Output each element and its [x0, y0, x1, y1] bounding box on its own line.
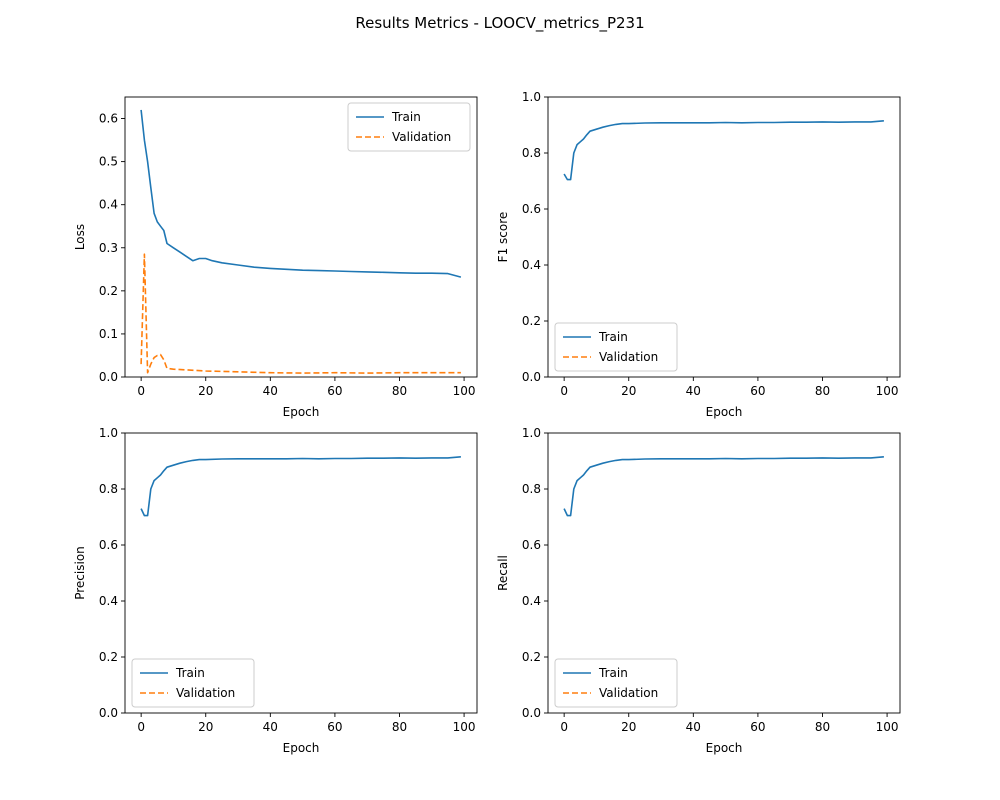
y-tick-label: 1.0	[522, 426, 541, 440]
legend: Train Validation	[554, 658, 678, 708]
y-axis-label: Precision	[73, 546, 87, 600]
x-tick-label: 0	[137, 384, 145, 398]
y-tick-label: 0.4	[99, 198, 118, 212]
x-axis-label: Epoch	[706, 405, 743, 419]
y-axis-label: Recall	[496, 555, 510, 591]
subplot-f1-score: 0 20 40 60 80 100 0.0 0.2 0.4 0.6 0.8 1.0 Epoch F1 sc…	[496, 90, 901, 419]
figure-title: Results Metrics - LOOCV_metrics_P231	[355, 14, 644, 33]
legend-box	[131, 658, 255, 708]
series-line-train	[563, 120, 884, 181]
x-tick-label: 40	[263, 384, 278, 398]
legend-entry-validation: Validation	[599, 686, 658, 700]
x-tick-label: 100	[876, 384, 899, 398]
subplot-loss: 0 20 40 60 80 100 0.0 0.1 0.2 0.3 0.4 0.5 0.6 Epoch Lo…	[73, 96, 478, 419]
y-tick-label: 0.1	[99, 327, 118, 341]
plot-frame	[547, 432, 901, 714]
y-tick-label: 1.0	[522, 90, 541, 104]
y-tick-label: 0.6	[99, 112, 118, 126]
y-tick-label: 0.6	[522, 202, 541, 216]
x-tick-label: 60	[750, 384, 765, 398]
y-tick-label: 0.6	[522, 538, 541, 552]
y-tick-label: 0.2	[522, 314, 541, 328]
series-line-train	[563, 456, 884, 517]
y-tick-label: 0.4	[99, 594, 118, 608]
subplot-grid: 0 20 40 60 80 100 0.0 0.1 0.2 0.3 0.4 0.5 0.6 Epoch Lo…	[73, 90, 901, 755]
x-tick-label: 100	[453, 384, 476, 398]
x-tick-label: 40	[263, 720, 278, 734]
subplot-precision: 0 20 40 60 80 100 0.0 0.2 0.4 0.6 0.8 1.0 Epoch Preci…	[73, 426, 478, 755]
x-tick-label: 20	[198, 384, 213, 398]
x-tick-label: 80	[392, 720, 407, 734]
x-axis-label: Epoch	[706, 741, 743, 755]
legend: Train Validation	[347, 102, 471, 152]
series-line-validation	[140, 253, 461, 374]
legend-entry-train: Train	[391, 110, 421, 124]
x-tick-label: 100	[453, 720, 476, 734]
y-axis-label: F1 score	[496, 212, 510, 263]
x-tick-label: 0	[560, 384, 568, 398]
y-tick-label: 0.0	[522, 706, 541, 720]
y-tick-label: 0.3	[99, 241, 118, 255]
legend-entry-train: Train	[598, 330, 628, 344]
x-axis-label: Epoch	[283, 405, 320, 419]
x-tick-label: 20	[621, 384, 636, 398]
y-tick-label: 1.0	[99, 426, 118, 440]
x-tick-label: 80	[815, 384, 830, 398]
legend: Train Validation	[554, 322, 678, 372]
x-tick-label: 60	[327, 720, 342, 734]
y-tick-label: 0.6	[99, 538, 118, 552]
x-tick-label: 60	[327, 384, 342, 398]
subplot-recall: 0 20 40 60 80 100 0.0 0.2 0.4 0.6 0.8 1.0 Epoch Recal…	[496, 426, 901, 755]
series-line-train	[140, 109, 462, 278]
y-tick-label: 0.5	[99, 155, 118, 169]
legend-entry-validation: Validation	[392, 130, 451, 144]
legend-box	[554, 322, 678, 372]
y-tick-label: 0.8	[522, 482, 541, 496]
x-tick-label: 40	[686, 720, 701, 734]
y-tick-label: 0.8	[99, 482, 118, 496]
x-tick-label: 80	[392, 384, 407, 398]
x-tick-label: 100	[876, 720, 899, 734]
y-tick-label: 0.0	[99, 706, 118, 720]
y-tick-label: 0.4	[522, 594, 541, 608]
y-tick-label: 0.0	[99, 370, 118, 384]
plot-frame	[124, 96, 478, 378]
x-axis-label: Epoch	[283, 741, 320, 755]
legend-entry-train: Train	[175, 666, 205, 680]
series-line-train	[140, 456, 461, 517]
legend-box	[347, 102, 471, 152]
legend: Train Validation	[131, 658, 255, 708]
y-tick-label: 0.2	[99, 650, 118, 664]
x-tick-label: 80	[815, 720, 830, 734]
x-tick-label: 60	[750, 720, 765, 734]
legend-entry-validation: Validation	[176, 686, 235, 700]
x-tick-label: 0	[137, 720, 145, 734]
y-tick-label: 0.2	[522, 650, 541, 664]
legend-box	[554, 658, 678, 708]
x-tick-label: 20	[198, 720, 213, 734]
legend-entry-train: Train	[598, 666, 628, 680]
x-tick-label: 0	[560, 720, 568, 734]
plot-frame	[124, 432, 478, 714]
y-tick-label: 0.8	[522, 146, 541, 160]
y-tick-label: 0.0	[522, 370, 541, 384]
y-tick-label: 0.4	[522, 258, 541, 272]
y-axis-label: Loss	[73, 224, 87, 250]
legend-entry-validation: Validation	[599, 350, 658, 364]
y-tick-label: 0.2	[99, 284, 118, 298]
x-tick-label: 20	[621, 720, 636, 734]
x-tick-label: 40	[686, 384, 701, 398]
plot-frame	[547, 96, 901, 378]
